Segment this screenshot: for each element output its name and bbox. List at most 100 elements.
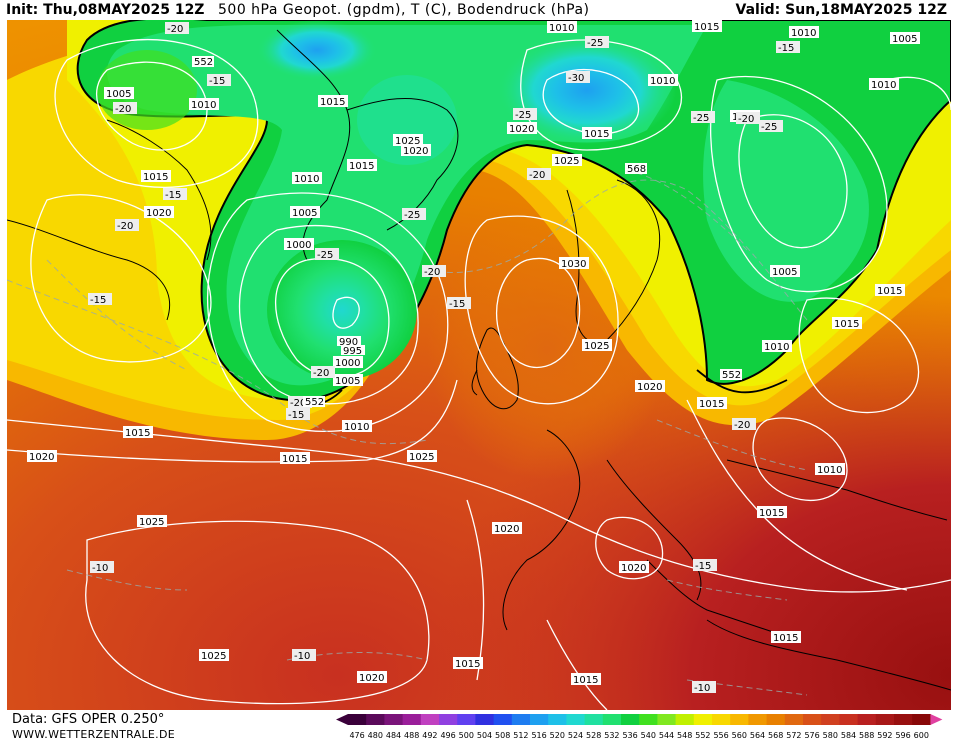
colorbar-swatch	[402, 714, 422, 725]
svg-text:1015: 1015	[349, 161, 374, 172]
colorbar-swatch	[457, 714, 476, 725]
isobar-label: 1010	[869, 78, 899, 91]
colorbar-swatch	[511, 714, 531, 725]
colorbar-swatch	[566, 714, 586, 725]
temperature-label: -20	[527, 168, 551, 181]
svg-text:1025: 1025	[139, 517, 164, 528]
colorbar-label: 576	[804, 731, 819, 740]
colorbar-label: 476	[349, 731, 364, 740]
colorbar-label: 588	[859, 731, 874, 740]
colorbar-label: 536	[622, 731, 637, 740]
isobar-label: 1020	[635, 380, 665, 393]
svg-text:1020: 1020	[637, 382, 662, 393]
svg-text:1015: 1015	[834, 319, 859, 330]
svg-text:1015: 1015	[584, 129, 609, 140]
svg-text:-10: -10	[92, 563, 108, 574]
svg-text:-15: -15	[778, 43, 794, 54]
svg-text:-15: -15	[288, 410, 304, 421]
isobar-label: 1015	[280, 452, 310, 465]
init-time: Init: Thu,08MAY2025 12Z	[6, 2, 205, 18]
isobar-label: 1025	[393, 134, 423, 147]
colorbar-label: 504	[477, 731, 492, 740]
greenland-cold-pool	[357, 75, 457, 165]
isobar-label: 1015	[692, 20, 722, 33]
geopotential-label: 552	[720, 369, 742, 381]
colorbar-label: 480	[368, 731, 383, 740]
svg-text:1015: 1015	[573, 675, 598, 686]
isobar-label: 1010	[789, 26, 819, 39]
temperature-label: -15	[447, 297, 471, 310]
isobar-label: 990	[337, 336, 361, 348]
svg-text:1010: 1010	[549, 23, 574, 34]
svg-text:-20: -20	[313, 368, 329, 379]
isobar-label: 1015	[318, 95, 348, 108]
svg-text:-10: -10	[294, 651, 310, 662]
isobar-label: 1015	[875, 284, 905, 297]
isobar-label: 1010	[547, 21, 577, 34]
svg-text:1005: 1005	[772, 267, 797, 278]
svg-text:-20: -20	[117, 221, 133, 232]
svg-text:-25: -25	[587, 38, 603, 49]
svg-text:1025: 1025	[395, 136, 420, 147]
svg-text:552: 552	[194, 57, 213, 68]
svg-text:1015: 1015	[282, 454, 307, 465]
isobar-label: 1025	[582, 339, 612, 352]
temperature-label: -25	[315, 248, 339, 261]
svg-text:-20: -20	[290, 398, 306, 409]
colorbar-label: 524	[568, 731, 583, 740]
isobar-label: 1015	[832, 317, 862, 330]
colorbar-label: 520	[550, 731, 565, 740]
colorbar-swatch	[821, 714, 840, 725]
valid-time: Valid: Sun,18MAY2025 12Z	[735, 2, 947, 18]
svg-text:1010: 1010	[344, 422, 369, 433]
colorbar-swatch	[639, 714, 658, 725]
svg-text:-25: -25	[693, 113, 709, 124]
colorbar-label: 584	[841, 731, 856, 740]
colorbar-swatch	[493, 714, 513, 725]
colorbar-swatch	[784, 714, 804, 725]
colorbar-swatch	[730, 714, 749, 725]
isobar-label: 1020	[619, 561, 649, 574]
colorbar-label: 600	[914, 731, 929, 740]
colorbar-label: 484	[386, 731, 401, 740]
isobar-label: 1010	[292, 172, 322, 185]
isobar-label: 1025	[407, 450, 437, 463]
temperature-label: -25	[513, 108, 537, 121]
svg-text:1015: 1015	[877, 286, 902, 297]
colorbar-label: 516	[531, 731, 546, 740]
svg-text:1025: 1025	[584, 341, 609, 352]
temperature-label: -10	[90, 561, 114, 574]
isobar-label: 1015	[571, 673, 601, 686]
colorbar-label: 492	[422, 731, 437, 740]
isobar-label: 1020	[27, 450, 57, 463]
isobar-label: 1030	[559, 257, 589, 270]
svg-text:1020: 1020	[621, 563, 646, 574]
isobar-label: 1005	[290, 206, 320, 219]
colorbar-swatch	[366, 714, 385, 725]
isobar-label: 1020	[357, 671, 387, 684]
website-credit: WWW.WETTERZENTRALE.DE	[12, 728, 175, 741]
isobar-label: 1005	[890, 32, 920, 45]
temperature-label: -20	[732, 418, 756, 431]
isobar-label: 1020	[144, 206, 174, 219]
svg-text:995: 995	[343, 346, 362, 357]
isobar-label: 1015	[757, 506, 787, 519]
isobar-label: 1010	[815, 463, 845, 476]
colorbar-swatch	[439, 714, 458, 725]
map-title: 500 hPa Geopot. (gpdm), T (C), Bodendruc…	[218, 2, 590, 18]
colorbar-swatch	[475, 714, 495, 725]
svg-text:1010: 1010	[871, 80, 896, 91]
svg-text:-20: -20	[529, 170, 545, 181]
temperature-label: -15	[163, 188, 187, 201]
isobar-label: 1015	[771, 631, 801, 644]
colorbar-swatch	[875, 714, 895, 725]
isobar-label: 1005	[770, 265, 800, 278]
colorbar-swatch	[657, 714, 677, 725]
colorbar-swatch	[839, 714, 859, 725]
svg-text:1015: 1015	[320, 97, 345, 108]
svg-text:1000: 1000	[286, 240, 311, 251]
isobar-label: 1015	[347, 159, 377, 172]
colorbar-swatch	[857, 714, 877, 725]
coastlines	[7, 29, 951, 691]
temperature-label: -15	[88, 293, 112, 306]
